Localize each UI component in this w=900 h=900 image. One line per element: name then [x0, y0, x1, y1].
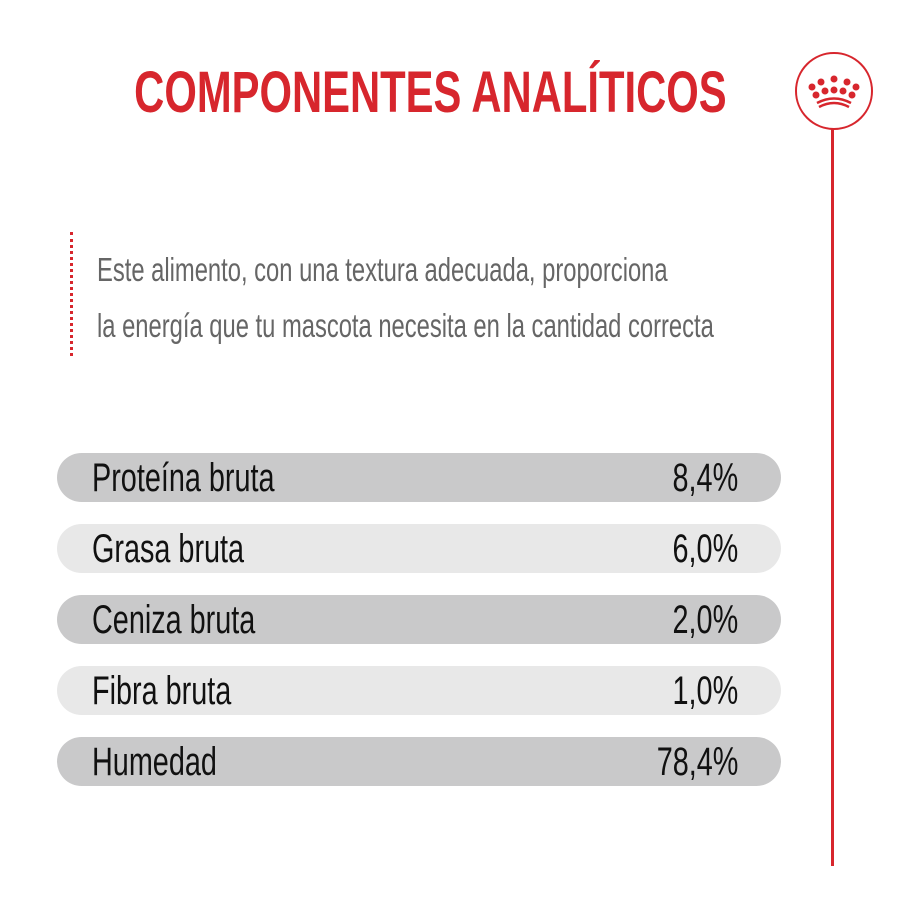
- component-label: Fibra bruta: [92, 669, 232, 713]
- component-row: Fibra bruta 1,0%: [57, 666, 781, 715]
- component-value: 2,0%: [672, 598, 738, 642]
- component-value: 1,0%: [672, 669, 738, 713]
- component-value: 6,0%: [672, 527, 738, 571]
- component-row: Proteína bruta 8,4%: [57, 453, 781, 502]
- component-label: Humedad: [92, 740, 217, 784]
- component-label: Grasa bruta: [92, 527, 245, 571]
- component-value: 8,4%: [672, 456, 738, 500]
- component-row: Grasa bruta 6,0%: [57, 524, 781, 573]
- component-row: Ceniza bruta 2,0%: [57, 595, 781, 644]
- component-label: Ceniza bruta: [92, 598, 256, 642]
- decorative-dotted-line: [70, 232, 73, 356]
- component-label: Proteína bruta: [92, 456, 275, 500]
- royal-canin-crown-icon: [795, 52, 873, 130]
- component-row: Humedad 78,4%: [57, 737, 781, 786]
- component-value: 78,4%: [656, 740, 738, 784]
- description-line-1: Este alimento, con una textura adecuada,…: [97, 251, 668, 288]
- page-title: COMPONENTES ANALÍTICOS: [133, 60, 727, 125]
- decorative-vertical-line: [831, 129, 834, 866]
- description-line-2: la energía que tu mascota necesita en la…: [97, 307, 714, 344]
